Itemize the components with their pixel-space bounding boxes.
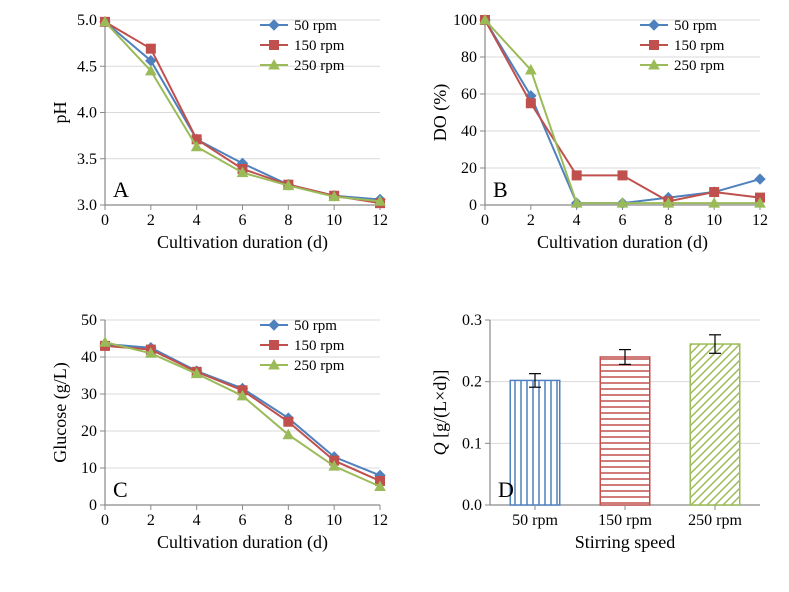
- xtick-label: 0: [481, 212, 489, 229]
- y-axis-label: Glucose (g/L): [50, 362, 71, 462]
- marker-square: [618, 171, 627, 180]
- y-axis-label: Q [g/(L×d)]: [430, 370, 451, 456]
- ytick-label: 40: [81, 349, 97, 366]
- marker-square: [270, 41, 279, 50]
- panel-A: 3.0 3.5 4.0 4.5 5.0 0 2 4 6 8 10 12 Cultivation dura…: [50, 10, 390, 260]
- x-axis-label: Cultivation duration (d): [537, 232, 708, 253]
- marker-square: [572, 171, 581, 180]
- x-axis-label: Cultivation duration (d): [157, 532, 328, 553]
- xtick-label: 0: [101, 512, 109, 529]
- marker-square: [284, 417, 293, 426]
- xtick-label: 12: [752, 212, 768, 229]
- legend-label: 250 rpm: [294, 358, 345, 374]
- xtick-label: 150 rpm: [598, 512, 652, 529]
- legend-label: 150 rpm: [294, 338, 345, 354]
- xtick-label: 8: [664, 212, 672, 229]
- xtick-label: 12: [372, 512, 388, 529]
- panel-C: 0 10 20 30 40 50 0 2 4 6 8 10 12 Cultivation duration…: [50, 310, 390, 560]
- legend-label: 150 rpm: [674, 38, 725, 54]
- panel-B: 0 20 40 60 80 100 0 2 4 6 8 10 12 Cultivation duratio…: [430, 10, 770, 260]
- ytick-label: 60: [461, 86, 477, 103]
- xtick-label: 4: [193, 212, 201, 229]
- panel-letter: A: [113, 177, 129, 202]
- ytick-label: 0.2: [462, 374, 482, 391]
- marker-diamond: [755, 174, 765, 184]
- ytick-label: 4.0: [77, 105, 97, 122]
- xtick-label: 250 rpm: [688, 512, 742, 529]
- marker-square: [526, 99, 535, 108]
- ytick-label: 0.1: [462, 435, 482, 452]
- marker-square: [146, 44, 155, 53]
- ytick-label: 10: [81, 460, 97, 477]
- legend-label: 150 rpm: [294, 38, 345, 54]
- xtick-label: 8: [284, 512, 292, 529]
- legend-label: 250 rpm: [674, 58, 725, 74]
- ytick-label: 4.5: [77, 58, 97, 75]
- ytick-label: 20: [461, 160, 477, 177]
- ytick-label: 0.0: [462, 497, 482, 514]
- ytick-label: 50: [81, 312, 97, 329]
- marker-diamond: [269, 20, 279, 30]
- panel-D: 0.0 0.1 0.2 0.3 50 rpm 150 rpm 250 rpm Stirring…: [430, 310, 770, 560]
- y-axis-label: pH: [50, 102, 70, 124]
- marker-square: [270, 341, 279, 350]
- bar: [690, 344, 740, 505]
- xtick-label: 6: [239, 212, 247, 229]
- xtick-label: 10: [706, 212, 722, 229]
- xtick-label: 2: [527, 212, 535, 229]
- ytick-label: 20: [81, 423, 97, 440]
- xtick-label: 10: [326, 212, 342, 229]
- xtick-label: 4: [573, 212, 581, 229]
- panel-letter: C: [113, 477, 128, 502]
- legend-label: 50 rpm: [294, 18, 337, 34]
- xtick-label: 12: [372, 212, 388, 229]
- legend-label: 50 rpm: [674, 18, 717, 34]
- xtick-label: 6: [619, 212, 627, 229]
- bar: [510, 380, 560, 505]
- xtick-label: 50 rpm: [512, 512, 558, 529]
- marker-square: [650, 41, 659, 50]
- xtick-label: 6: [239, 512, 247, 529]
- ytick-label: 3.0: [77, 197, 97, 214]
- x-axis-label: Stirring speed: [575, 532, 676, 552]
- xtick-label: 4: [193, 512, 201, 529]
- marker-diamond: [649, 20, 659, 30]
- y-axis-label: DO (%): [430, 84, 451, 141]
- legend-label: 250 rpm: [294, 58, 345, 74]
- ytick-label: 100: [453, 12, 477, 29]
- legend-label: 50 rpm: [294, 318, 337, 334]
- ytick-label: 80: [461, 49, 477, 66]
- ytick-label: 0.3: [462, 312, 482, 329]
- panel-letter: D: [498, 477, 514, 502]
- marker-diamond: [269, 320, 279, 330]
- ytick-label: 0: [469, 197, 477, 214]
- xtick-label: 2: [147, 512, 155, 529]
- panel-letter: B: [493, 177, 508, 202]
- xtick-label: 8: [284, 212, 292, 229]
- ytick-label: 5.0: [77, 12, 97, 29]
- x-axis-label: Cultivation duration (d): [157, 232, 328, 253]
- marker-square: [710, 188, 719, 197]
- ytick-label: 30: [81, 386, 97, 403]
- bar: [600, 357, 650, 505]
- xtick-label: 10: [326, 512, 342, 529]
- ytick-label: 0: [89, 497, 97, 514]
- xtick-label: 0: [101, 212, 109, 229]
- ytick-label: 40: [461, 123, 477, 140]
- xtick-label: 2: [147, 212, 155, 229]
- ytick-label: 3.5: [77, 151, 97, 168]
